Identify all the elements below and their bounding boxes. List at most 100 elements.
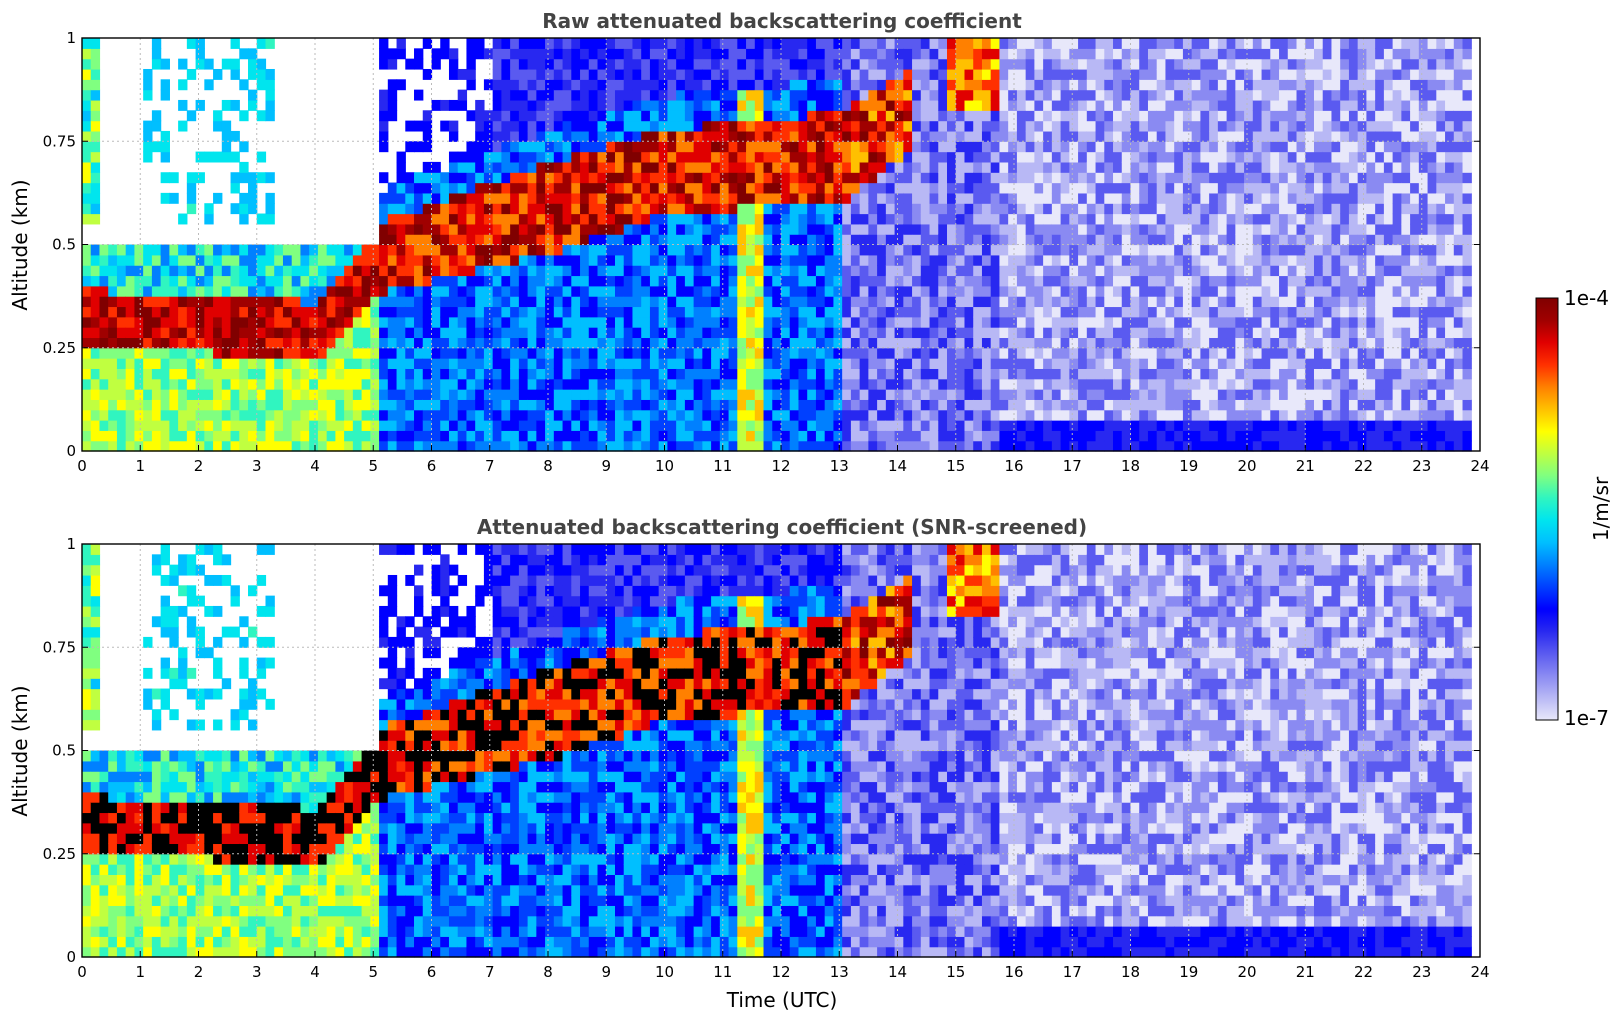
heatmap-cell	[414, 285, 424, 297]
heatmap-cell	[1244, 316, 1254, 328]
heatmap-cell	[588, 151, 599, 163]
heatmap-cell	[1287, 213, 1298, 225]
heatmap-cell	[1008, 254, 1018, 266]
heatmap-cell	[719, 182, 730, 194]
heatmap-cell	[1095, 192, 1105, 204]
heatmap-cell	[981, 378, 992, 390]
heatmap-cell	[868, 285, 878, 297]
heatmap-cell	[90, 203, 101, 215]
heatmap-cell	[379, 99, 389, 111]
heatmap-cell	[1200, 213, 1210, 225]
heatmap-cell	[1034, 38, 1044, 49]
heatmap-cell	[877, 203, 887, 215]
heatmap-cell	[90, 399, 101, 411]
heatmap-cell	[186, 182, 197, 194]
heatmap-cell	[256, 244, 267, 256]
heatmap-cell	[973, 285, 983, 297]
heatmap-cell	[1182, 172, 1193, 184]
heatmap-cell	[335, 440, 345, 452]
heatmap-cell	[824, 265, 835, 277]
heatmap-cell	[431, 182, 441, 194]
heatmap-cell	[964, 389, 974, 400]
heatmap-cell	[1244, 89, 1254, 101]
heatmap-cell	[938, 213, 948, 225]
heatmap-cell	[99, 306, 109, 318]
heatmap-cell	[999, 213, 1009, 225]
heatmap-cell	[1008, 399, 1018, 411]
heatmap-cell	[1130, 368, 1140, 380]
heatmap-cell	[1147, 430, 1158, 442]
heatmap-cell	[1226, 48, 1236, 60]
heatmap-cell	[440, 296, 450, 308]
heatmap-cell	[1051, 223, 1062, 235]
heatmap-cell	[912, 254, 922, 266]
heatmap-cell	[641, 306, 651, 318]
heatmap-cell	[248, 275, 258, 287]
heatmap-cell	[676, 440, 686, 452]
heatmap-cell	[580, 337, 590, 349]
heatmap-cell	[772, 368, 782, 380]
heatmap-cell	[772, 48, 782, 60]
heatmap-cell	[317, 337, 328, 349]
heatmap-cell	[1252, 68, 1263, 80]
heatmap-cell	[754, 347, 765, 359]
heatmap-cell	[606, 120, 616, 132]
heatmap-cell	[553, 161, 564, 173]
heatmap-cell	[1305, 265, 1315, 277]
heatmap-cell	[1174, 430, 1184, 442]
heatmap-cell	[379, 192, 389, 204]
heatmap-cell	[667, 420, 677, 431]
heatmap-cell	[1165, 275, 1175, 287]
heatmap-cell	[955, 99, 966, 111]
heatmap-cell	[737, 244, 747, 256]
heatmap-cell	[667, 430, 677, 442]
heatmap-cell	[518, 358, 529, 369]
heatmap-cell	[999, 234, 1009, 246]
heatmap-cell	[492, 420, 502, 431]
heatmap-cell	[562, 430, 572, 442]
heatmap-cell	[807, 244, 817, 256]
heatmap-cell	[1217, 110, 1228, 122]
heatmap-cell	[973, 244, 983, 256]
heatmap-cell	[1200, 223, 1210, 235]
heatmap-cell	[850, 203, 861, 215]
heatmap-cell	[221, 316, 232, 328]
heatmap-cell	[282, 409, 293, 421]
heatmap-cell	[1060, 130, 1070, 142]
heatmap-cell	[448, 244, 459, 256]
heatmap-cell	[676, 79, 686, 91]
heatmap-cell	[938, 254, 948, 266]
heatmap-cell	[1261, 409, 1271, 421]
heatmap-cell	[885, 409, 896, 421]
heatmap-cell	[580, 161, 590, 173]
heatmap-cell	[466, 110, 476, 122]
heatmap-cell	[693, 244, 703, 256]
heatmap-cell	[405, 234, 415, 246]
heatmap-cell	[964, 192, 974, 204]
heatmap-cell	[1147, 58, 1158, 70]
heatmap-cell	[344, 409, 354, 421]
heatmap-cell	[1200, 161, 1210, 173]
heatmap-cell	[1279, 172, 1289, 184]
heatmap-cell	[903, 430, 913, 442]
heatmap-cell	[947, 213, 957, 225]
heatmap-cell	[955, 265, 966, 277]
heatmap-cell	[877, 430, 887, 442]
heatmap-cell	[658, 172, 669, 184]
heatmap-cell	[1296, 68, 1306, 80]
heatmap-cell	[964, 430, 974, 442]
heatmap-cell	[1104, 347, 1114, 359]
heatmap-cell	[981, 99, 992, 111]
heatmap-cell	[1008, 38, 1018, 49]
heatmap-cell	[772, 234, 782, 246]
heatmap-cell	[82, 58, 92, 70]
heatmap-cell	[1252, 213, 1263, 225]
heatmap-cell	[545, 296, 555, 308]
heatmap-cell	[859, 234, 869, 246]
heatmap-cell	[282, 285, 293, 297]
heatmap-cell	[248, 378, 258, 390]
heatmap-cell	[265, 337, 275, 349]
heatmap-cell	[1226, 275, 1236, 287]
heatmap-cell	[1078, 192, 1088, 204]
heatmap-cell	[920, 38, 931, 49]
